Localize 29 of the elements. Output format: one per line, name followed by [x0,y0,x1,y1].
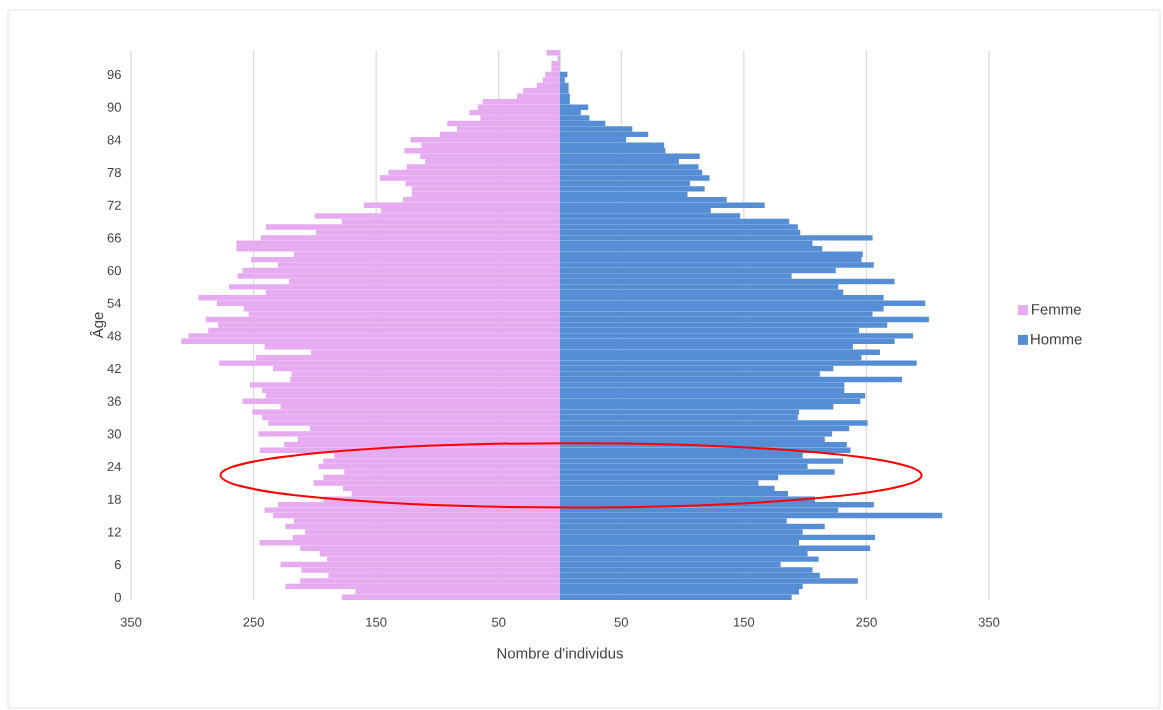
x-tick-label: 350 [978,617,1000,627]
x-axis-title: Nombre d'individus [497,647,623,659]
legend-label: Homme [1031,333,1082,345]
x-tick-label: 50 [614,617,629,627]
y-tick-label: 0 [114,592,121,602]
x-tick-label: 150 [734,617,755,627]
x-tick-label: 250 [243,617,264,627]
y-tick-label: 60 [107,265,121,276]
y-tick-label: 36 [107,396,121,406]
y-tick-label: 90 [107,102,121,112]
x-tick-label: 150 [366,617,387,627]
x-tick-label: 250 [856,617,877,627]
y-tick-label: 12 [108,527,121,537]
x-tick-label: 350 [120,617,142,627]
y-tick-label: 54 [107,298,122,308]
y-tick-label: 78 [107,167,121,178]
y-tick-label: 72 [107,200,121,210]
y-tick-label: 42 [107,364,121,374]
y-tick-label: 30 [107,429,121,439]
legend-label: Femme [1031,304,1081,315]
y-tick-label: 6 [114,559,121,570]
y-tick-label: 96 [107,69,121,80]
y-tick-label: 48 [107,331,121,341]
y-axis-title: Âge [89,312,107,339]
x-tick-label: 50 [492,617,506,627]
y-tick-label: 18 [108,494,121,504]
y-tick-label: 66 [107,233,121,243]
y-tick-label: 24 [107,462,122,472]
y-tick-label: 84 [107,135,122,145]
